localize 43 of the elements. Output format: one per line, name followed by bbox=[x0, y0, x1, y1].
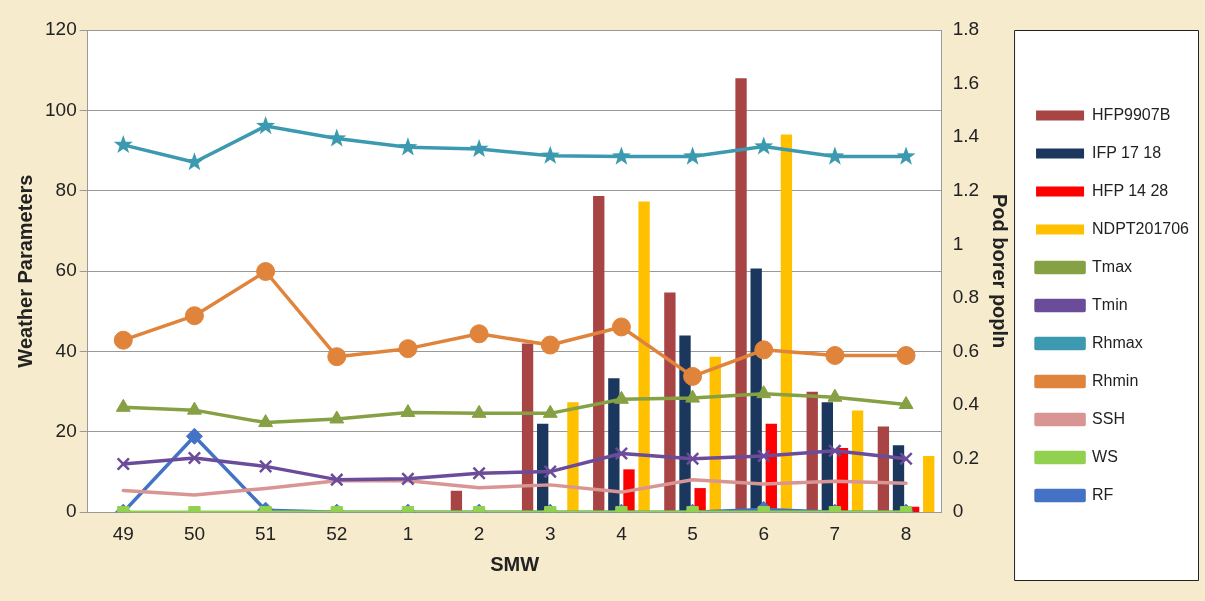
legend-label: IFP 17 18 bbox=[1092, 143, 1162, 161]
legend-label: Rhmax bbox=[1092, 333, 1143, 351]
x-tick-label: 3 bbox=[544, 522, 556, 544]
legend-label: Tmax bbox=[1092, 257, 1133, 275]
y2-tick-label: 1 bbox=[952, 232, 964, 254]
y2-tick-label: 0.8 bbox=[952, 286, 980, 308]
x-tick-label: 51 bbox=[255, 522, 277, 544]
legend-label: SSH bbox=[1092, 409, 1125, 427]
x-axis-title: SMW bbox=[490, 552, 540, 575]
x-tick-label: 1 bbox=[402, 522, 414, 544]
y2-tick-label: 1.6 bbox=[952, 71, 980, 93]
y-tick-label: 80 bbox=[55, 178, 77, 200]
x-tick-label: 6 bbox=[758, 522, 770, 544]
y2-tick-label: 0.2 bbox=[952, 446, 980, 468]
y-tick-label: 40 bbox=[55, 339, 77, 361]
y-axis-title: Weather Parameters bbox=[13, 174, 36, 368]
x-tick-label: 5 bbox=[687, 522, 698, 544]
y2-tick-label: 1.2 bbox=[952, 178, 980, 200]
y2-tick-label: 0.4 bbox=[952, 393, 980, 415]
x-tick-label: 49 bbox=[112, 522, 134, 544]
legend-label: HFP9907B bbox=[1092, 105, 1171, 123]
x-tick-label: 52 bbox=[326, 522, 348, 544]
x-tick-label: 50 bbox=[183, 522, 206, 544]
legend-label: Tmin bbox=[1092, 295, 1128, 313]
y-tick-label: 0 bbox=[66, 500, 77, 522]
legend-label: RF bbox=[1092, 485, 1114, 503]
y-tick-label: 20 bbox=[55, 420, 77, 442]
legend-label: NDPT201706 bbox=[1092, 219, 1190, 237]
y-tick-label: 60 bbox=[55, 259, 77, 281]
y2-axis-title: Pod borer popln bbox=[988, 193, 1011, 349]
x-tick-label: 2 bbox=[473, 522, 485, 544]
y-tick-label: 120 bbox=[45, 18, 77, 40]
legend-label: WS bbox=[1092, 447, 1118, 465]
y-tick-label: 100 bbox=[45, 98, 77, 120]
y2-tick-label: 0.6 bbox=[952, 339, 980, 361]
legend-label: HFP 14 28 bbox=[1092, 181, 1169, 199]
x-tick-label: 7 bbox=[829, 522, 841, 544]
y2-tick-label: 0 bbox=[952, 500, 964, 522]
y2-tick-label: 1.4 bbox=[952, 125, 980, 147]
x-tick-label: 4 bbox=[616, 522, 628, 544]
y2-tick-label: 1.8 bbox=[952, 18, 980, 40]
legend-label: Rhmin bbox=[1092, 371, 1139, 389]
x-tick-label: 8 bbox=[900, 522, 912, 544]
